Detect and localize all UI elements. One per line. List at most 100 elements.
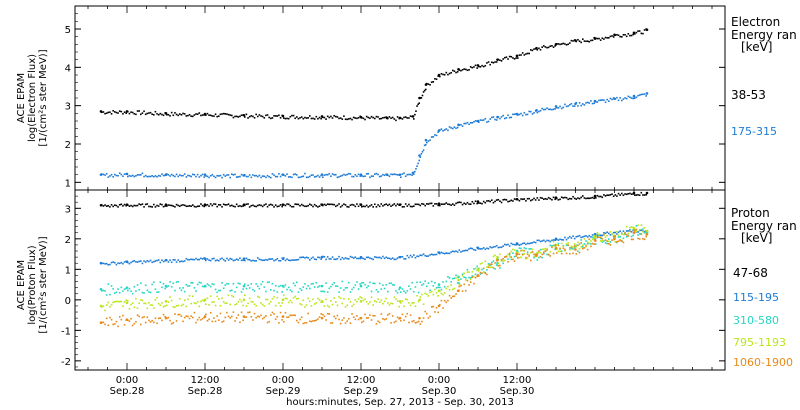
trace-dot [356, 117, 358, 120]
trace-dot [476, 265, 478, 268]
trace-dot [642, 93, 644, 96]
trace-dot [513, 113, 516, 116]
series-47-68 [99, 191, 649, 208]
trace-dot [219, 312, 222, 315]
trace-dot [313, 118, 316, 120]
trace-dot [144, 203, 147, 206]
trace-dot [227, 174, 230, 176]
trace-dot [393, 296, 396, 299]
trace-dot [609, 193, 612, 196]
data-point [515, 242, 519, 245]
trace-dot [352, 257, 355, 259]
trace-dot [351, 175, 353, 178]
trace-dot [375, 206, 378, 208]
trace-dot [504, 56, 506, 59]
trace-dot [627, 192, 630, 195]
trace-dot [455, 127, 457, 130]
trace-dot [276, 291, 279, 293]
trace-dot [216, 259, 218, 261]
trace-dot [328, 287, 331, 290]
trace-dot [430, 202, 433, 205]
trace-dot [297, 176, 300, 179]
trace-dot [348, 317, 350, 320]
trace-dot [437, 286, 439, 289]
trace-dot [325, 118, 327, 120]
trace-dot [320, 290, 322, 293]
trace-dot [508, 245, 511, 247]
x-tick-date-label: Sep.30 [500, 386, 535, 397]
data-point [476, 200, 480, 203]
trace-dot [153, 281, 155, 284]
trace-dot [624, 97, 626, 99]
trace-dot [361, 297, 363, 299]
trace-dot [518, 199, 521, 202]
x-tick-time-label: 0:00 [116, 375, 138, 386]
trace-dot [538, 47, 540, 50]
trace-dot [440, 72, 443, 75]
trace-dot [149, 321, 152, 323]
trace-dot [328, 172, 331, 175]
data-point [203, 173, 207, 176]
trace-dot [362, 281, 365, 284]
proton-legend-title-2: Energy ran [731, 219, 797, 233]
trace-dot [289, 314, 292, 317]
trace-dot [573, 247, 576, 249]
trace-dot [196, 300, 199, 303]
trace-dot [427, 255, 430, 257]
trace-dot [549, 250, 552, 253]
trace-dot [362, 257, 365, 260]
trace-dot [638, 238, 641, 240]
trace-dot [418, 102, 421, 104]
trace-dot [429, 291, 431, 294]
data-point [613, 97, 616, 101]
trace-dot [359, 175, 361, 177]
trace-dot [224, 113, 227, 115]
trace-dot [604, 36, 607, 39]
trace-dot [348, 281, 350, 284]
trace-dot [604, 101, 607, 104]
data-point [125, 172, 129, 176]
trace-dot [196, 173, 199, 176]
trace-dot [361, 175, 363, 177]
trace-dot [333, 114, 335, 117]
trace-dot [541, 248, 543, 251]
trace-dot [560, 43, 563, 45]
trace-dot [473, 248, 475, 251]
trace-dot [443, 299, 446, 302]
trace-dot [229, 303, 231, 306]
trace-dot [312, 282, 314, 285]
trace-dot [239, 257, 241, 259]
trace-dot [447, 73, 449, 76]
trace-dot [255, 304, 257, 307]
trace-dot [302, 256, 305, 258]
x-tick-date-label: Sep.30 [422, 386, 457, 397]
trace-dot [495, 244, 498, 247]
data-point [457, 278, 460, 282]
trace-dot [307, 204, 309, 207]
proton-data-marks [99, 191, 649, 328]
trace-dot [239, 175, 241, 178]
trace-dot [286, 203, 288, 205]
trace-dot [278, 302, 280, 304]
trace-dot [577, 235, 579, 238]
trace-dot [612, 235, 615, 238]
proton-legend-entry-310-580: 310-580 [733, 314, 779, 327]
trace-dot [565, 105, 568, 108]
trace-dot [473, 268, 475, 270]
trace-dot [468, 69, 470, 71]
trace-dot [362, 205, 365, 208]
trace-dot [149, 259, 152, 262]
trace-dot [149, 205, 152, 208]
trace-dot [479, 248, 482, 250]
trace-dot [586, 248, 589, 251]
trace-dot [627, 230, 630, 232]
trace-dot [637, 237, 639, 240]
trace-dot [179, 313, 181, 316]
trace-dot [578, 251, 581, 254]
x-tick-time-label: 12:00 [191, 375, 220, 386]
trace-dot [404, 258, 407, 260]
trace-dot [323, 203, 326, 206]
trace-dot [482, 247, 485, 249]
trace-dot [419, 156, 422, 158]
trace-dot [118, 316, 121, 318]
